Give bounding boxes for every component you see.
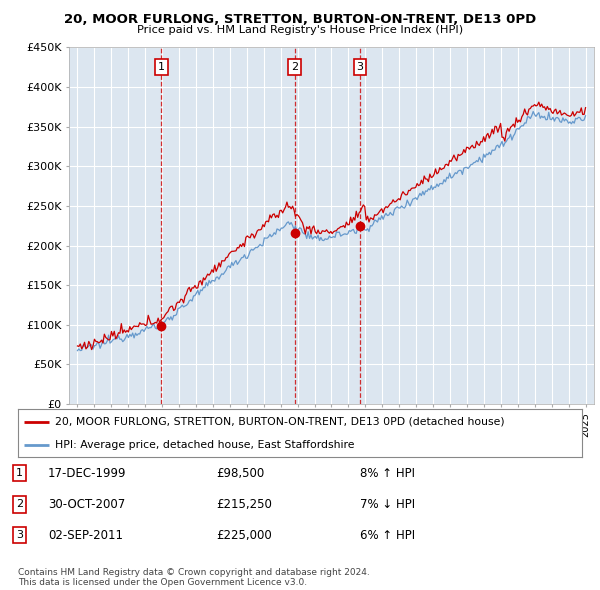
Text: £225,000: £225,000: [216, 529, 272, 542]
Text: Contains HM Land Registry data © Crown copyright and database right 2024.
This d: Contains HM Land Registry data © Crown c…: [18, 568, 370, 587]
Text: 02-SEP-2011: 02-SEP-2011: [48, 529, 123, 542]
Text: 1: 1: [158, 62, 165, 72]
Text: Price paid vs. HM Land Registry's House Price Index (HPI): Price paid vs. HM Land Registry's House …: [137, 25, 463, 35]
Text: 7% ↓ HPI: 7% ↓ HPI: [360, 498, 415, 511]
Text: HPI: Average price, detached house, East Staffordshire: HPI: Average price, detached house, East…: [55, 440, 354, 450]
Text: £98,500: £98,500: [216, 467, 264, 480]
Text: 6% ↑ HPI: 6% ↑ HPI: [360, 529, 415, 542]
Text: 17-DEC-1999: 17-DEC-1999: [48, 467, 127, 480]
Text: 2: 2: [291, 62, 298, 72]
Text: 3: 3: [16, 530, 23, 540]
Text: 3: 3: [356, 62, 363, 72]
Text: 8% ↑ HPI: 8% ↑ HPI: [360, 467, 415, 480]
Text: 20, MOOR FURLONG, STRETTON, BURTON-ON-TRENT, DE13 0PD: 20, MOOR FURLONG, STRETTON, BURTON-ON-TR…: [64, 13, 536, 26]
Text: 1: 1: [16, 468, 23, 478]
Text: 20, MOOR FURLONG, STRETTON, BURTON-ON-TRENT, DE13 0PD (detached house): 20, MOOR FURLONG, STRETTON, BURTON-ON-TR…: [55, 417, 504, 427]
Text: £215,250: £215,250: [216, 498, 272, 511]
Text: 30-OCT-2007: 30-OCT-2007: [48, 498, 125, 511]
Text: 2: 2: [16, 500, 23, 509]
